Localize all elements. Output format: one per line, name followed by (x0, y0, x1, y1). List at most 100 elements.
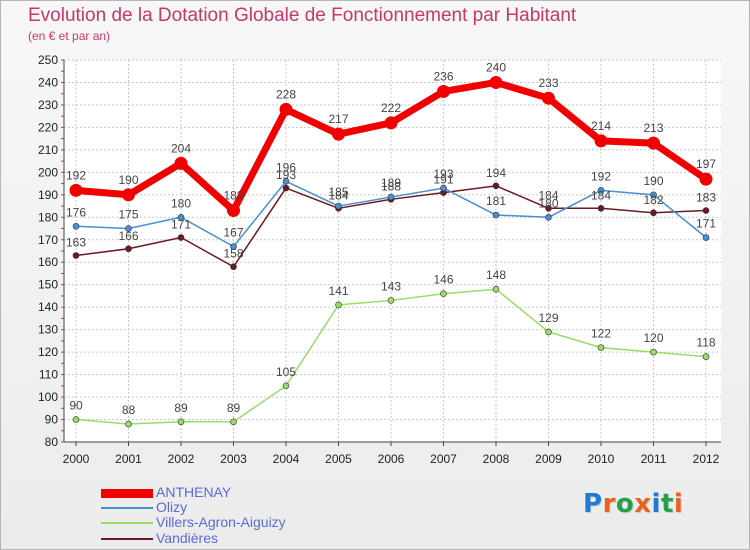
data-label: 175 (118, 208, 138, 222)
legend-item: Olizy (101, 499, 421, 516)
y-tick-label: 120 (38, 345, 58, 359)
x-tick-label: 2010 (588, 452, 615, 466)
chart-subtitle: (en € et par an) (28, 29, 111, 43)
data-point (437, 84, 450, 98)
data-label: 192 (66, 168, 86, 182)
data-label: 181 (486, 194, 506, 208)
data-label: 146 (433, 273, 453, 287)
logo-letter: o (615, 489, 635, 519)
data-label: 122 (591, 327, 611, 341)
data-label: 171 (171, 218, 191, 232)
data-label: 183 (696, 191, 716, 205)
data-point (230, 263, 237, 271)
legend-label: ANTHENAY (156, 484, 232, 500)
x-tick-label: 2000 (63, 452, 90, 466)
data-label: 118 (696, 336, 715, 350)
data-label: 190 (118, 173, 138, 187)
data-label: 183 (223, 189, 243, 203)
x-tick-label: 2008 (483, 452, 510, 466)
data-point (72, 252, 80, 259)
data-label: 217 (328, 112, 348, 126)
data-label: 193 (276, 168, 296, 182)
y-tick-label: 150 (38, 278, 58, 292)
data-label: 120 (643, 331, 663, 345)
data-label: 240 (486, 60, 506, 74)
data-label: 141 (328, 284, 348, 298)
data-point (387, 193, 395, 201)
data-point (647, 136, 660, 150)
data-label: 214 (591, 119, 611, 133)
data-point (545, 213, 552, 221)
data-point (72, 222, 80, 230)
legend-item: ANTHENAY (101, 484, 421, 501)
data-label: 180 (171, 196, 191, 210)
data-label: 176 (66, 205, 86, 219)
data-label: 90 (69, 399, 83, 413)
data-label: 196 (276, 160, 296, 174)
y-tick-label: 160 (38, 255, 58, 269)
data-point (594, 134, 608, 148)
data-label: 180 (538, 196, 558, 210)
logo-letter: r (602, 489, 616, 519)
legend-swatch (101, 507, 153, 509)
data-point (384, 116, 398, 130)
x-tick-label: 2001 (115, 452, 142, 466)
logo-letter: P (583, 489, 603, 519)
data-point (702, 234, 710, 241)
legend-swatch (101, 522, 153, 524)
data-label: 191 (433, 173, 453, 187)
data-label: 192 (591, 169, 611, 183)
x-tick-label: 2002 (168, 452, 195, 466)
data-point (282, 382, 290, 390)
data-point (72, 416, 80, 423)
data-label: 193 (433, 167, 453, 181)
data-label: 228 (276, 87, 296, 101)
data-label: 105 (276, 365, 296, 379)
data-label: 167 (223, 226, 243, 240)
data-label: 143 (381, 279, 401, 293)
x-tick-label: 2012 (693, 452, 720, 466)
chart-title: Evolution de la Dotation Globale de Fonc… (28, 5, 577, 26)
logo-letter: i (651, 489, 661, 519)
data-point (122, 188, 135, 202)
data-point (230, 243, 237, 250)
y-tick-label: 240 (38, 75, 58, 89)
data-point (597, 205, 605, 212)
data-label: 188 (381, 179, 401, 193)
data-point (440, 290, 447, 297)
data-point (227, 204, 240, 218)
y-tick-label: 190 (38, 188, 58, 202)
y-tick-label: 220 (38, 120, 58, 134)
data-label: 171 (696, 217, 716, 231)
logo-letter: t (660, 489, 674, 519)
data-label: 184 (538, 188, 558, 202)
x-tick-label: 2006 (378, 452, 405, 466)
data-point (125, 225, 132, 232)
logo-letter: x (634, 489, 652, 519)
y-tick-label: 170 (38, 233, 58, 247)
data-label: 89 (174, 401, 188, 415)
y-tick-label: 200 (38, 165, 58, 179)
data-label: 158 (223, 247, 243, 261)
data-point (440, 184, 447, 192)
data-point (492, 211, 500, 219)
data-point (545, 328, 552, 336)
data-point (282, 184, 290, 192)
data-point (545, 205, 552, 212)
data-label: 88 (122, 403, 136, 417)
legend-item: Vandières (101, 530, 421, 547)
data-label: 163 (66, 235, 86, 249)
data-point (650, 191, 657, 199)
x-tick-label: 2004 (273, 452, 300, 466)
data-point (489, 75, 503, 89)
data-label: 213 (643, 121, 663, 135)
data-point (335, 202, 342, 210)
y-tick-label: 130 (38, 323, 58, 337)
y-tick-label: 180 (38, 210, 58, 224)
legend-item: Villers-Agron-Aiguizy (101, 514, 421, 531)
data-label: 233 (538, 76, 558, 90)
data-point (542, 91, 555, 105)
x-tick-label: 2007 (430, 452, 457, 466)
data-point (492, 285, 500, 293)
x-tick-label: 2003 (220, 452, 247, 466)
